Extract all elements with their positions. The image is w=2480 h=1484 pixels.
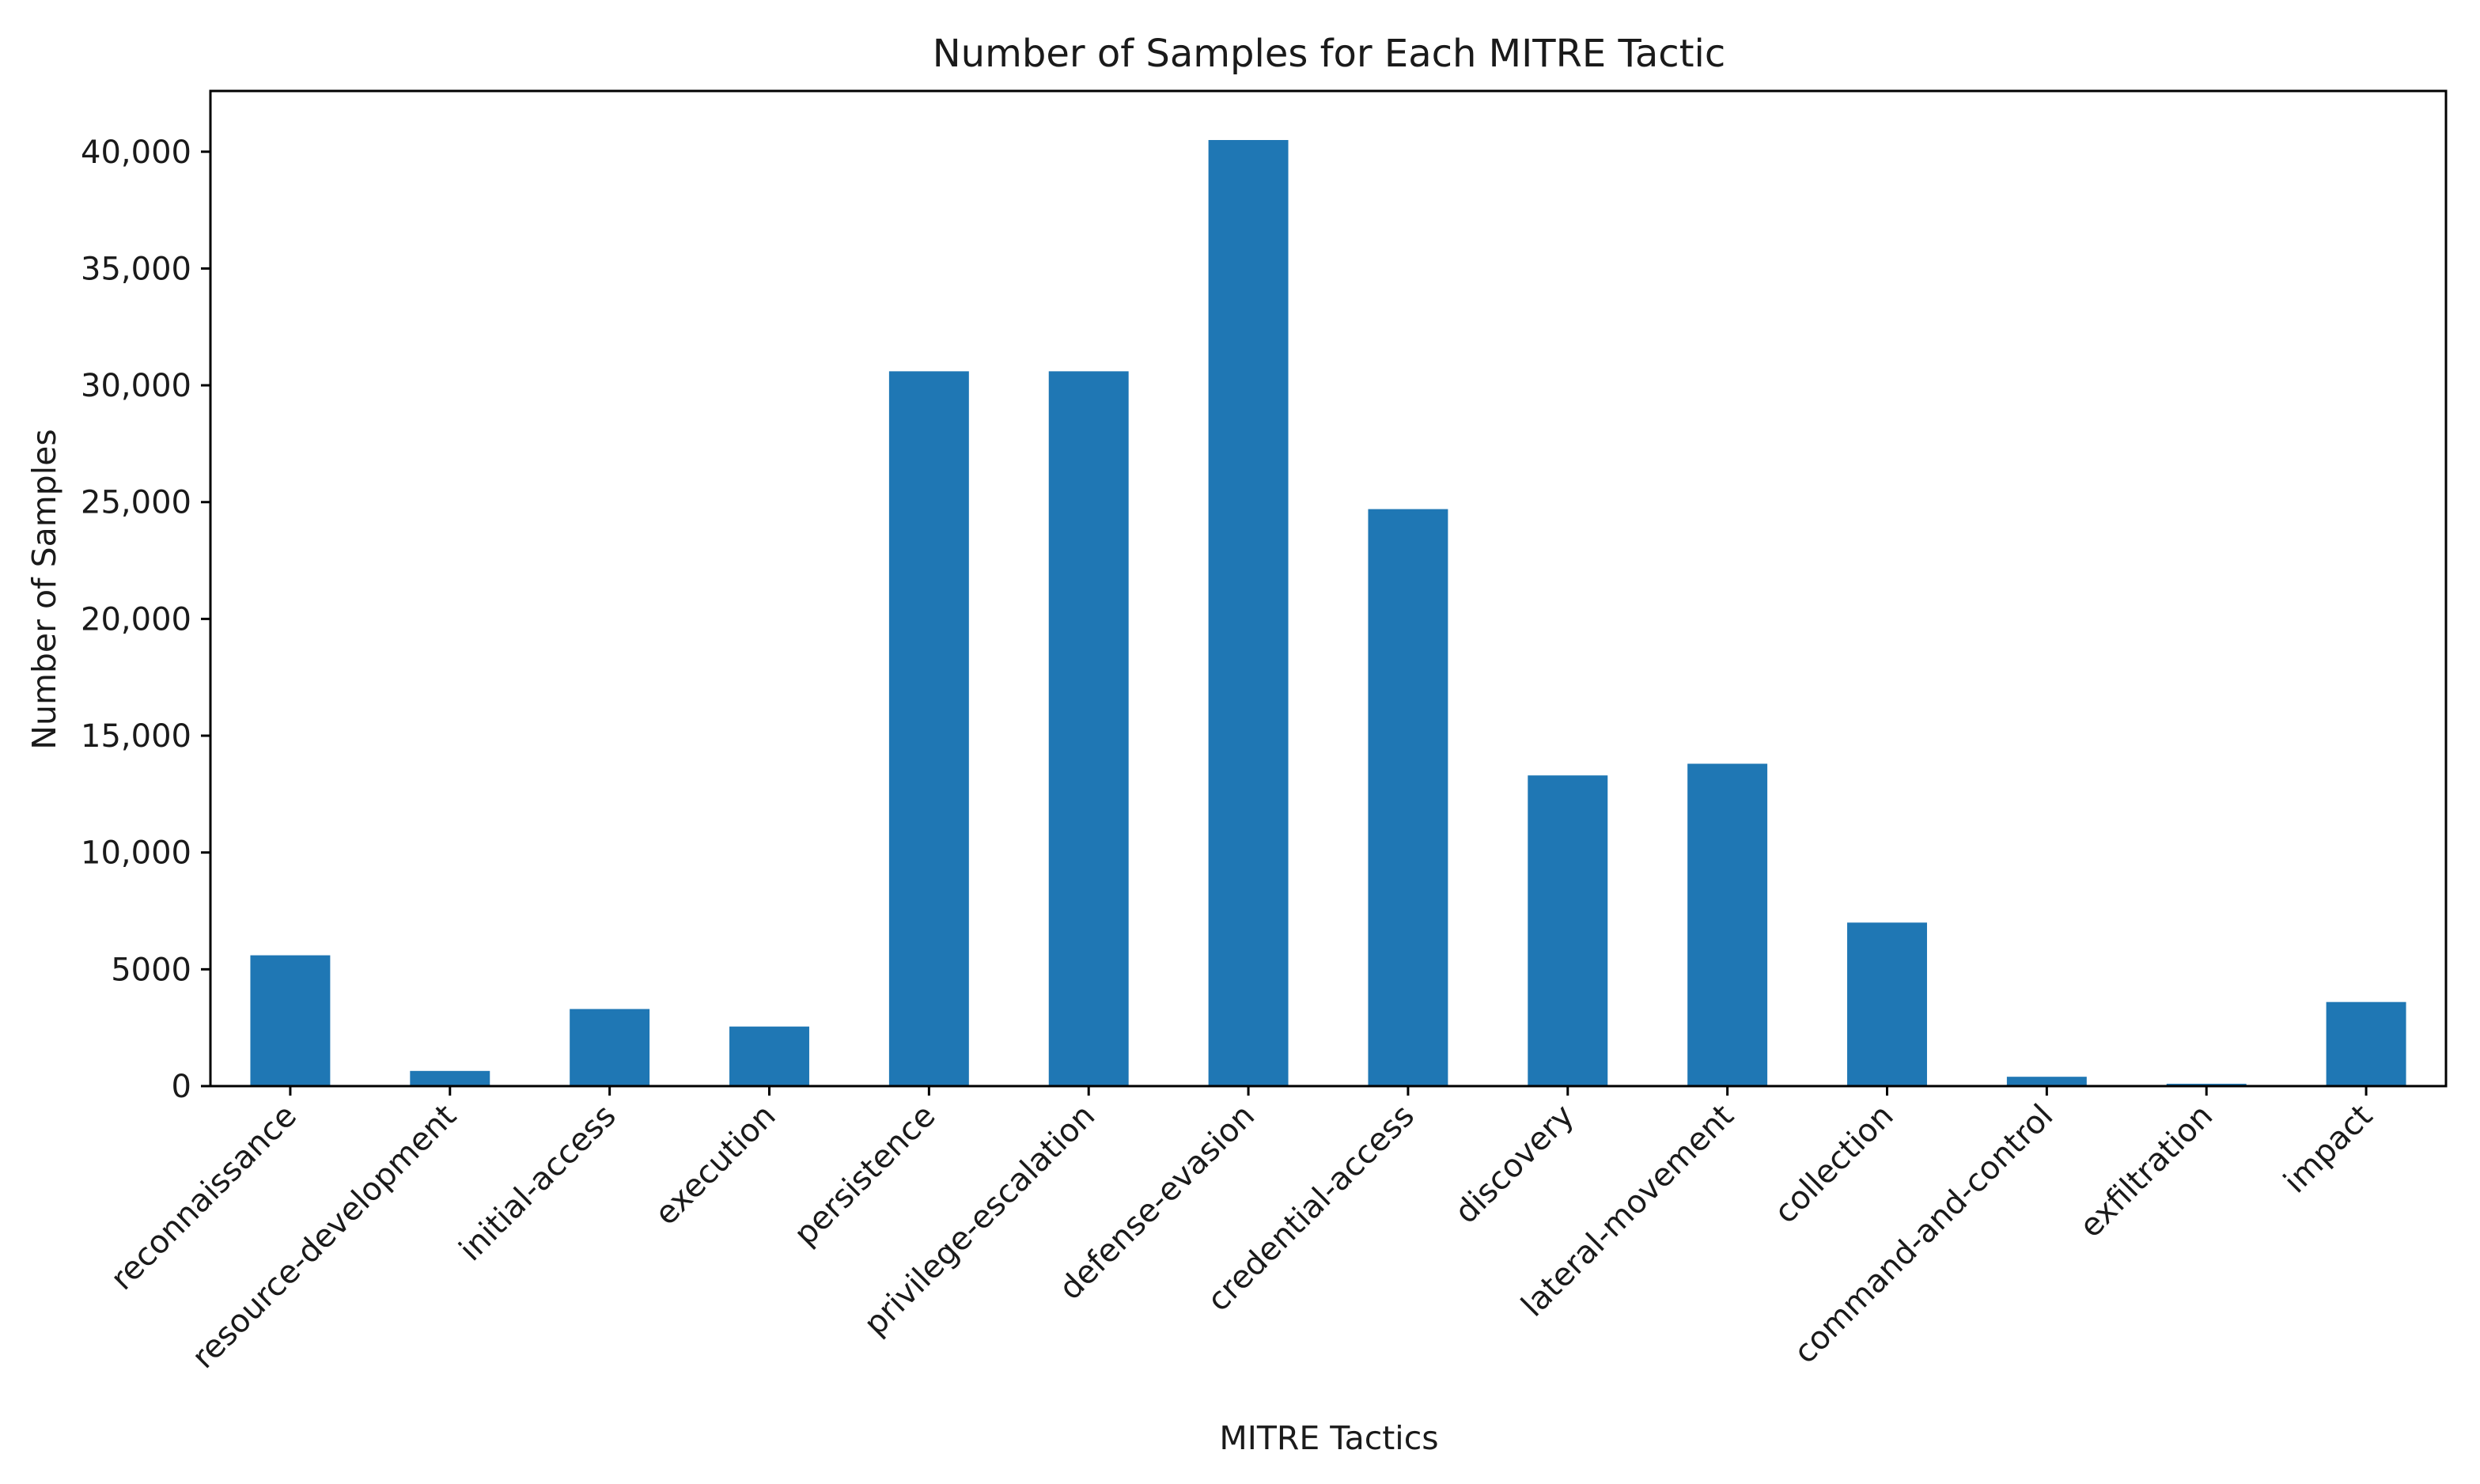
plot-frame [209,89,2448,1088]
bar-execution [729,1026,809,1086]
y-tick-label: 10,000 [81,835,191,872]
y-tick-label: 35,000 [81,251,191,287]
y-tick-label: 5000 [111,952,191,988]
bar-initial-access [570,1009,650,1086]
y-tick-label: 30,000 [81,368,191,404]
x-tick-label: exfiltration [2073,1098,2220,1245]
bars-group [250,140,2406,1086]
bar-reconnaissance [250,955,331,1086]
y-tick-label: 15,000 [81,718,191,755]
bar-credential-access [1368,509,1448,1086]
bar-resource-development [410,1070,490,1086]
x-tick-label: impact [2277,1098,2380,1201]
y-tick-label: 25,000 [81,485,191,521]
x-tick-label: resource-development [185,1098,464,1376]
x-tick-label: execution [648,1098,782,1232]
x-axis-ticks: reconnaissanceresource-developmentinitia… [104,1086,2380,1376]
bar-command-and-control [2006,1077,2087,1086]
bar-defense-evasion [1208,140,1289,1086]
y-tick-label: 40,000 [81,134,191,171]
x-tick-label: persistence [787,1098,942,1253]
bar-persistence [888,371,969,1086]
y-axis-ticks: 0 5000 10,000 15,000 20,000 25,000 30,000 35,00… [81,134,210,1105]
bar-impact [2326,1001,2406,1086]
y-tick-label: 20,000 [81,601,191,638]
bar-lateral-movement [1687,763,1768,1086]
y-tick-label: 0 [172,1069,191,1105]
bar-collection [1847,922,1927,1086]
x-tick-label: collection [1767,1098,1900,1231]
bar-discovery [1528,775,1608,1086]
y-axis-label: Number of Samples [25,429,63,749]
bar-privilege-escalation [1048,371,1129,1086]
x-tick-label: initial-access [452,1098,623,1269]
x-tick-label: command-and-control [1787,1098,2060,1371]
x-tick-label: discovery [1448,1098,1581,1231]
chart-title: Number of Samples for Each MITRE Tactic [933,32,1725,76]
x-axis-label: MITRE Tactics [1219,1419,1438,1457]
